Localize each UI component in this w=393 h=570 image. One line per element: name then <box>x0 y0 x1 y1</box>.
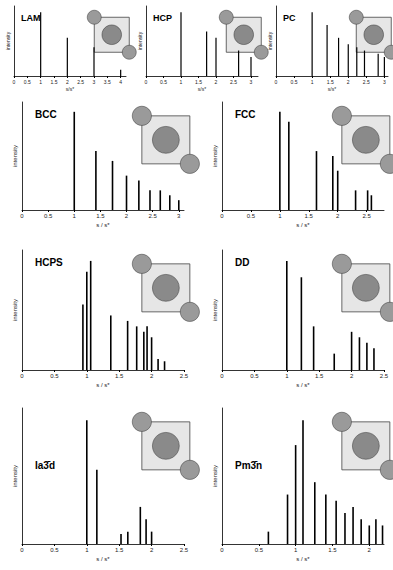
svg-text:0: 0 <box>20 213 24 219</box>
svg-text:Pm3̄n: Pm3̄n <box>235 460 262 471</box>
svg-text:s / s*: s / s* <box>296 382 310 388</box>
svg-text:2: 2 <box>150 373 154 379</box>
svg-text:2.5: 2.5 <box>380 373 389 379</box>
svg-text:1: 1 <box>73 213 77 219</box>
svg-text:3.5: 3.5 <box>104 79 111 85</box>
svg-text:intensity: intensity <box>212 145 218 167</box>
svg-text:intensity: intensity <box>212 299 218 321</box>
svg-text:s / s*: s / s* <box>296 222 310 228</box>
svg-text:1.5: 1.5 <box>115 547 124 553</box>
svg-text:1: 1 <box>285 373 289 379</box>
svg-text:0.5: 0.5 <box>291 79 298 85</box>
svg-text:4: 4 <box>119 79 122 85</box>
svg-text:BCC: BCC <box>35 109 57 120</box>
svg-text:0.5: 0.5 <box>250 373 259 379</box>
svg-text:s / s*: s / s* <box>96 556 110 562</box>
svg-text:FCC: FCC <box>235 109 256 120</box>
svg-text:intensity: intensity <box>12 145 18 167</box>
svg-text:3: 3 <box>383 79 386 85</box>
svg-text:1: 1 <box>180 79 183 85</box>
svg-text:0.5: 0.5 <box>50 373 59 379</box>
svg-text:0.5: 0.5 <box>44 213 53 219</box>
svg-text:3: 3 <box>177 213 181 219</box>
svg-text:s / s*: s / s* <box>296 556 310 562</box>
svg-text:2.5: 2.5 <box>362 213 371 219</box>
svg-text:1.5: 1.5 <box>51 79 58 85</box>
svg-text:0.5: 0.5 <box>50 547 59 553</box>
svg-text:s/s*: s/s* <box>198 86 206 92</box>
svg-text:2: 2 <box>215 79 218 85</box>
svg-text:intensity: intensity <box>12 465 18 487</box>
svg-text:0: 0 <box>275 79 278 85</box>
svg-text:HCPS: HCPS <box>35 257 63 268</box>
svg-text:0: 0 <box>20 547 24 553</box>
svg-text:0.5: 0.5 <box>247 213 256 219</box>
svg-text:s/s*: s/s* <box>328 86 336 92</box>
svg-text:2: 2 <box>336 213 340 219</box>
svg-text:0.5: 0.5 <box>255 547 264 553</box>
svg-text:intensity: intensity <box>267 31 273 50</box>
svg-text:LAM: LAM <box>21 13 41 23</box>
svg-text:intensity: intensity <box>212 465 218 487</box>
svg-text:3: 3 <box>93 79 96 85</box>
svg-text:2.5: 2.5 <box>230 79 237 85</box>
svg-text:0: 0 <box>220 213 224 219</box>
svg-text:2: 2 <box>368 547 372 553</box>
svg-text:2.5: 2.5 <box>180 547 189 553</box>
svg-text:2.5: 2.5 <box>180 373 189 379</box>
svg-text:0.5: 0.5 <box>24 79 31 85</box>
svg-text:2: 2 <box>350 373 354 379</box>
svg-text:1.5: 1.5 <box>96 213 105 219</box>
svg-text:2: 2 <box>66 79 69 85</box>
svg-text:1.5: 1.5 <box>315 373 324 379</box>
svg-text:2: 2 <box>347 79 350 85</box>
svg-text:2.5: 2.5 <box>363 79 370 85</box>
svg-text:0: 0 <box>13 79 16 85</box>
svg-text:1.5: 1.5 <box>328 547 337 553</box>
svg-text:Ia3̄d: Ia3̄d <box>35 460 55 471</box>
svg-text:1.5: 1.5 <box>305 213 314 219</box>
svg-text:0: 0 <box>20 373 24 379</box>
svg-text:1.5: 1.5 <box>327 79 334 85</box>
svg-text:2.5: 2.5 <box>148 213 157 219</box>
svg-text:2: 2 <box>125 213 129 219</box>
svg-text:0: 0 <box>220 373 224 379</box>
svg-text:HCP: HCP <box>153 13 172 23</box>
svg-text:s / s*: s / s* <box>96 382 110 388</box>
svg-text:intensity: intensity <box>137 31 143 50</box>
svg-text:s/s*: s/s* <box>66 86 74 92</box>
svg-text:1: 1 <box>278 213 282 219</box>
svg-text:2: 2 <box>150 547 154 553</box>
svg-text:0.5: 0.5 <box>160 79 167 85</box>
svg-text:1: 1 <box>311 79 314 85</box>
svg-text:DD: DD <box>235 257 249 268</box>
svg-text:0: 0 <box>220 547 224 553</box>
svg-text:1: 1 <box>294 547 298 553</box>
svg-text:intensity: intensity <box>5 31 11 50</box>
svg-text:1.5: 1.5 <box>115 373 124 379</box>
svg-text:s / s*: s / s* <box>96 222 110 228</box>
svg-text:3: 3 <box>250 79 253 85</box>
svg-text:1: 1 <box>85 373 89 379</box>
svg-text:1.5: 1.5 <box>195 79 202 85</box>
svg-text:1: 1 <box>39 79 42 85</box>
svg-text:1: 1 <box>85 547 89 553</box>
svg-text:PC: PC <box>283 13 296 23</box>
svg-text:intensity: intensity <box>12 299 18 321</box>
svg-text:2.5: 2.5 <box>77 79 84 85</box>
svg-text:0: 0 <box>145 79 148 85</box>
